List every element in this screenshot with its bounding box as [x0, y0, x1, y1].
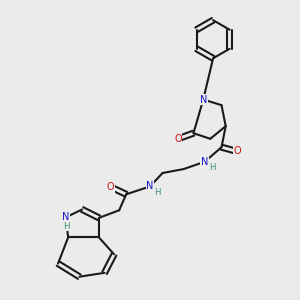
Text: N: N — [62, 212, 70, 222]
Text: H: H — [63, 222, 69, 231]
Text: H: H — [154, 188, 161, 197]
Text: O: O — [107, 182, 115, 192]
Text: N: N — [200, 94, 207, 104]
Text: N: N — [201, 157, 208, 167]
Text: O: O — [233, 146, 241, 156]
Text: H: H — [209, 164, 216, 172]
Text: O: O — [174, 134, 182, 144]
Text: N: N — [146, 182, 154, 191]
